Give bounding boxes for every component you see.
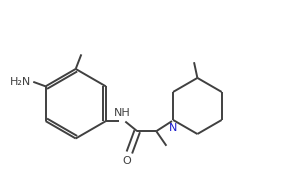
Text: H₂N: H₂N bbox=[10, 77, 31, 87]
Text: N: N bbox=[169, 123, 177, 133]
Text: NH: NH bbox=[114, 108, 131, 118]
Text: O: O bbox=[123, 156, 132, 166]
